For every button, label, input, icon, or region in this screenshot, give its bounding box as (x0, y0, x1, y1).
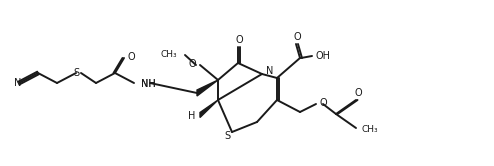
Text: O: O (235, 35, 243, 45)
Text: OH: OH (316, 51, 331, 61)
Text: O: O (319, 98, 327, 108)
Text: S: S (224, 131, 230, 141)
Text: CH₃: CH₃ (361, 124, 377, 133)
Text: O: O (127, 52, 135, 62)
Text: O: O (293, 32, 301, 42)
Text: NH: NH (141, 79, 156, 89)
Text: S: S (73, 68, 79, 78)
Polygon shape (200, 100, 218, 118)
Text: CH₃: CH₃ (161, 49, 177, 58)
Polygon shape (197, 80, 218, 96)
Text: O: O (354, 88, 362, 98)
Text: O: O (188, 59, 196, 69)
Text: N: N (266, 66, 273, 76)
Text: NH: NH (141, 79, 156, 89)
Text: N: N (14, 78, 21, 88)
Text: H: H (188, 111, 195, 121)
